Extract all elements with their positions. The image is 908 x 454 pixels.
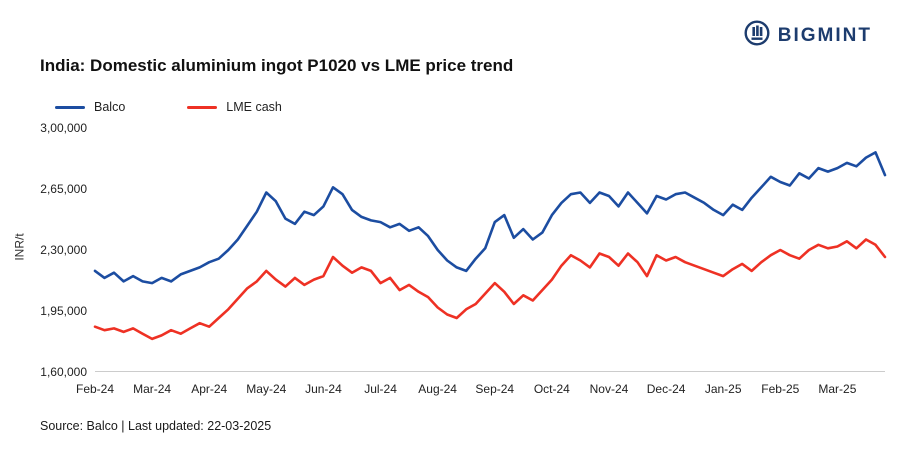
source-note: Source: Balco | Last updated: 22-03-2025 — [40, 419, 272, 433]
x-tick-label: Feb-25 — [761, 382, 800, 396]
legend-item-balco: Balco — [55, 100, 125, 114]
x-tick-label: May-24 — [246, 382, 287, 396]
x-tick-label: Feb-24 — [75, 382, 115, 396]
y-tick-label: 2,30,000 — [40, 243, 87, 257]
bigmint-logo-text: BIGMINT — [777, 24, 872, 46]
lme-cash-line-swatch — [187, 105, 218, 109]
y-tick-label: 1,95,000 — [40, 304, 87, 318]
x-tick-label: Oct-24 — [533, 382, 570, 396]
x-tick-label: Apr-24 — [191, 382, 228, 396]
x-tick-label: Aug-24 — [418, 382, 457, 396]
y-tick-label: 2,65,000 — [40, 182, 87, 196]
bigmint-logo-icon — [744, 20, 770, 51]
x-tick-label: Jul-24 — [364, 382, 397, 396]
x-tick-label: Mar-24 — [133, 382, 172, 396]
x-tick-label: Dec-24 — [646, 382, 686, 396]
x-tick-label: Jun-24 — [305, 382, 342, 396]
bigmint-logo: BIGMINT — [744, 20, 872, 51]
y-tick-label: 3,00,000 — [40, 121, 87, 135]
series-line-0 — [93, 151, 887, 285]
chart-legend: Balco LME cash — [55, 100, 282, 114]
series-line-1 — [93, 238, 887, 341]
x-tick-label: Sep-24 — [475, 382, 515, 396]
legend-label-lme-cash: LME cash — [226, 100, 282, 114]
price-trend-chart: 3,00,000 2,65,000 2,30,000 1,95,000 1,60,000… — [40, 121, 887, 396]
x-tick-label: Nov-24 — [589, 382, 629, 396]
legend-label-balco: Balco — [94, 100, 126, 114]
balco-line-swatch — [55, 105, 85, 109]
y-tick-label: 1,60,000 — [40, 365, 87, 379]
line-chart-svg — [93, 151, 887, 372]
page-title: India: Domestic aluminium ingot P1020 vs… — [40, 56, 514, 75]
x-tick-label: Mar-25 — [818, 382, 857, 396]
x-tick-label: Jan-25 — [704, 382, 742, 396]
legend-item-lme-cash: LME cash — [187, 100, 282, 114]
